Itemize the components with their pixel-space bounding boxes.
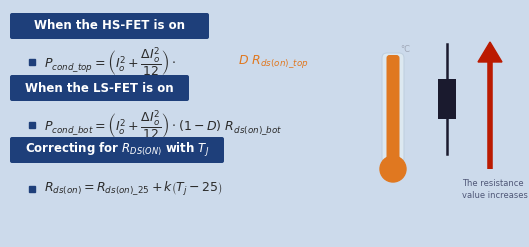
- Text: Correcting for $R_{DS(ON)}$ with $T_J$: Correcting for $R_{DS(ON)}$ with $T_J$: [25, 141, 209, 159]
- FancyBboxPatch shape: [10, 13, 209, 39]
- Text: The resistance
value increases: The resistance value increases: [462, 179, 528, 200]
- FancyBboxPatch shape: [387, 55, 399, 161]
- Text: When the HS-FET is on: When the HS-FET is on: [34, 20, 185, 33]
- Text: $P_{cond\_bot} = \left(I_o^2 + \dfrac{\Delta I_o^2}{12}\right) \cdot (1-D)\ R_{d: $P_{cond\_bot} = \left(I_o^2 + \dfrac{\D…: [44, 108, 282, 142]
- FancyBboxPatch shape: [10, 75, 189, 101]
- Text: °C: °C: [400, 45, 410, 55]
- Circle shape: [380, 156, 406, 182]
- FancyBboxPatch shape: [10, 137, 224, 163]
- FancyBboxPatch shape: [382, 53, 404, 163]
- Text: $D\ R_{ds(on)\_top}$: $D\ R_{ds(on)\_top}$: [238, 54, 308, 70]
- Text: $P_{cond\_top} = \left(I_o^2 + \dfrac{\Delta I_o^2}{12}\right) \cdot$: $P_{cond\_top} = \left(I_o^2 + \dfrac{\D…: [44, 45, 176, 79]
- FancyBboxPatch shape: [438, 79, 456, 119]
- Text: $R_{ds(on)} = R_{ds(on)\_25} + k\left(T_j - 25\right)$: $R_{ds(on)} = R_{ds(on)\_25} + k\left(T_…: [44, 180, 223, 198]
- Polygon shape: [478, 42, 502, 62]
- Text: When the LS-FET is on: When the LS-FET is on: [25, 82, 174, 95]
